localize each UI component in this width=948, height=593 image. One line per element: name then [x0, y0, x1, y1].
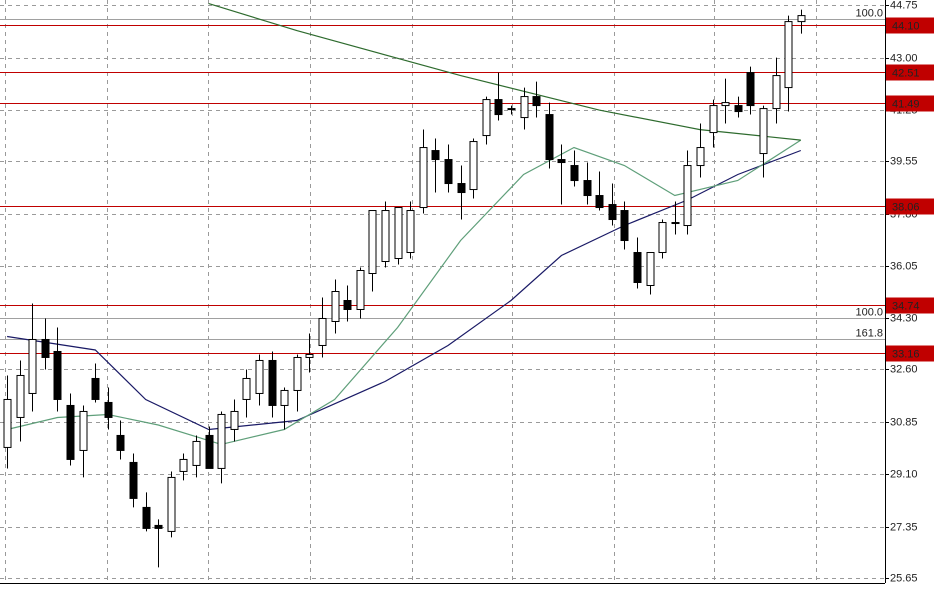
- y-tick-label: 30.85: [890, 416, 918, 428]
- candle-body: [557, 159, 566, 164]
- candle-body: [646, 252, 655, 287]
- candle-body: [142, 506, 151, 529]
- candle-body: [406, 210, 415, 254]
- candle-body: [242, 377, 251, 400]
- y-tick-label: 27.35: [890, 521, 918, 533]
- candle-body: [79, 410, 88, 451]
- candle-body: [230, 410, 239, 430]
- candle-body: [154, 524, 163, 529]
- candle-body: [205, 434, 214, 469]
- candle-body: [104, 401, 113, 418]
- candle-body: [784, 21, 793, 89]
- candle-body: [3, 398, 12, 448]
- candle-body: [179, 458, 188, 472]
- candle-body: [570, 165, 579, 182]
- level-box: [886, 17, 934, 34]
- fib-label: 161.8: [855, 327, 883, 339]
- candle-body: [293, 356, 302, 391]
- level-label: 44.10: [892, 20, 920, 32]
- candle-body: [444, 159, 453, 185]
- candle-body: [620, 210, 629, 242]
- moving-average: [6, 139, 802, 446]
- candle-body: [343, 299, 352, 310]
- candle-body: [255, 359, 264, 394]
- candle-body: [671, 222, 680, 225]
- candle-body: [381, 210, 390, 263]
- candle-body: [608, 204, 617, 221]
- level-box: [886, 345, 934, 362]
- candle-body: [633, 252, 642, 284]
- y-tick-label: 44.75: [890, 0, 918, 11]
- level-box: [886, 64, 934, 81]
- candle-body: [129, 461, 138, 499]
- candle-body: [532, 96, 541, 107]
- candle-body: [356, 270, 365, 310]
- candle-body: [280, 389, 289, 406]
- candle-body: [457, 183, 466, 194]
- candle-body: [116, 434, 125, 451]
- y-tick-label: 34.30: [890, 312, 918, 324]
- candle-body: [431, 150, 440, 161]
- candle-body: [696, 147, 705, 167]
- candle-body: [419, 147, 428, 209]
- candle-body: [683, 165, 692, 227]
- candle-body: [797, 15, 806, 23]
- candle-body: [28, 338, 37, 394]
- y-tick-label: 39.55: [890, 155, 918, 167]
- candle-body: [41, 338, 50, 358]
- candle-body: [772, 75, 781, 110]
- candle-body: [595, 195, 604, 209]
- candle-body: [217, 413, 226, 469]
- candle-body: [192, 440, 201, 466]
- axis: 44.7543.0041.2539.5537.8036.0534.3032.60…: [885, 0, 934, 584]
- fib-label: 100.0: [855, 306, 883, 318]
- fib-label: 100.0: [855, 7, 883, 19]
- candle-body: [520, 96, 529, 119]
- candle-body: [709, 105, 718, 134]
- candle-body: [268, 359, 277, 406]
- candle-body: [734, 105, 743, 113]
- y-tick-label: 25.65: [890, 572, 918, 584]
- candle-body: [66, 404, 75, 460]
- level-label: 41.49: [892, 98, 920, 110]
- candle-body: [482, 99, 491, 137]
- level-label: 42.51: [892, 67, 920, 79]
- level-label: 38.06: [892, 201, 920, 213]
- y-tick-label: 43.00: [890, 52, 918, 64]
- level-box: [886, 198, 934, 215]
- y-tick-label: 32.60: [890, 363, 918, 375]
- candle-body: [394, 207, 403, 260]
- level-label: 34.74: [892, 300, 920, 312]
- candle-body: [167, 476, 176, 532]
- y-tick-label: 29.10: [890, 468, 918, 480]
- candle-body: [583, 180, 592, 197]
- candle-body: [721, 102, 730, 107]
- candle-body: [16, 374, 25, 418]
- candle-body: [305, 353, 314, 358]
- candle-body: [545, 114, 554, 161]
- candle-body: [368, 210, 377, 275]
- candle-body: [746, 72, 755, 107]
- candle-body: [331, 291, 340, 322]
- candle-body: [53, 350, 62, 400]
- candle-body: [318, 317, 327, 346]
- candle-body: [469, 141, 478, 191]
- candle-body: [91, 377, 100, 400]
- level-box: [886, 95, 934, 112]
- y-tick-label: 36.05: [890, 260, 918, 272]
- level-label: 33.16: [892, 348, 920, 360]
- candle-body: [759, 108, 768, 155]
- candle-body: [507, 108, 516, 111]
- level-box: [886, 297, 934, 314]
- candle-body: [494, 99, 503, 116]
- candle-body: [658, 222, 667, 254]
- plot: 100.0 100.0 161.8: [0, 3, 885, 568]
